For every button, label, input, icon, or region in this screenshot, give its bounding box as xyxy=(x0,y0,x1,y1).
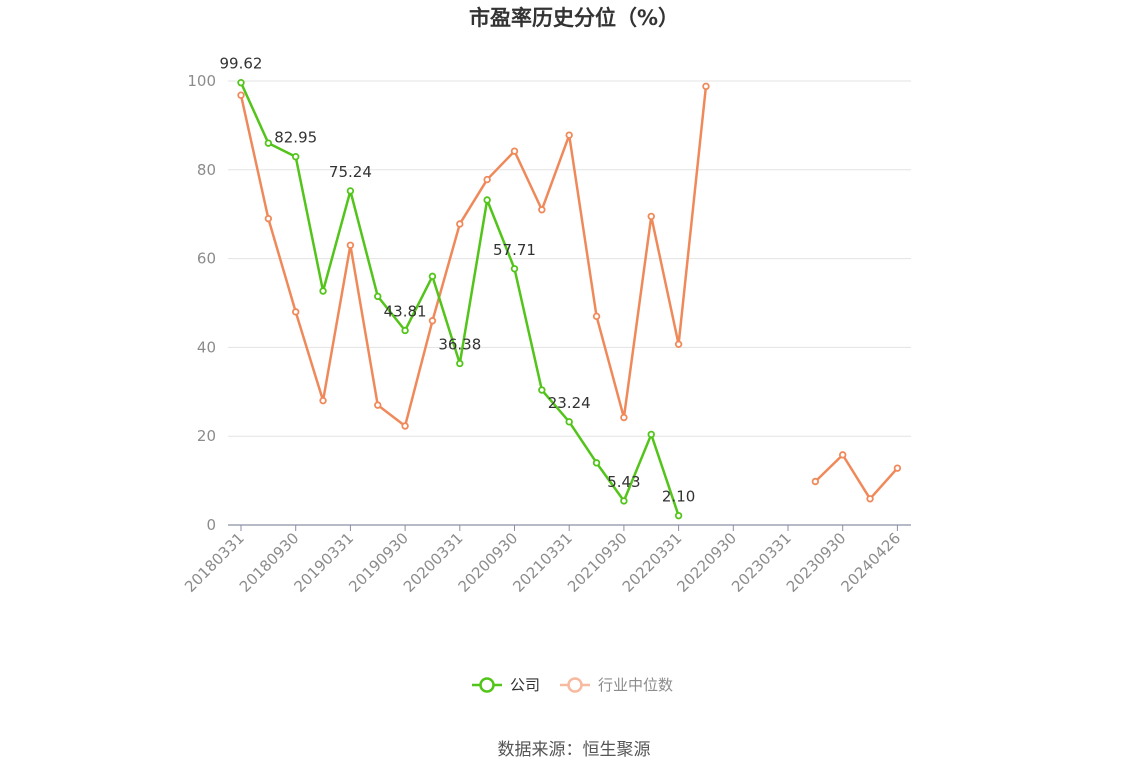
data-point xyxy=(483,175,491,184)
data-point xyxy=(374,401,382,409)
data-point xyxy=(674,340,683,348)
data-point xyxy=(374,292,382,301)
data-point xyxy=(510,265,519,273)
series-1 xyxy=(237,82,902,503)
data-point xyxy=(456,220,464,228)
data-point xyxy=(510,147,519,155)
data-point xyxy=(401,422,409,430)
data-label: 57.71 xyxy=(493,241,536,259)
data-point xyxy=(565,131,573,139)
legend-marker xyxy=(567,677,583,693)
data-label: 36.38 xyxy=(438,335,481,353)
data-point xyxy=(866,495,874,503)
data-point xyxy=(811,477,820,486)
data-point xyxy=(292,153,300,161)
data-point xyxy=(592,459,601,467)
data-point xyxy=(428,272,437,281)
y-tick-label: 40 xyxy=(197,338,216,356)
x-tick-label: 20240426 xyxy=(838,529,905,596)
legend-item-0[interactable]: 公司 xyxy=(472,676,540,694)
data-point xyxy=(346,241,355,249)
data-point xyxy=(292,308,300,316)
data-point xyxy=(456,359,464,368)
data-label: 99.62 xyxy=(220,55,263,73)
series-line xyxy=(239,86,708,428)
data-label: 43.81 xyxy=(384,302,427,320)
axes: 0204060801002018033120180930201903312019… xyxy=(181,72,911,596)
y-tick-label: 20 xyxy=(197,427,216,445)
series-line xyxy=(239,82,680,517)
series-line xyxy=(814,453,899,501)
legend-label: 公司 xyxy=(510,676,540,694)
data-label: 5.43 xyxy=(607,473,640,491)
data-point xyxy=(674,511,683,520)
data-point xyxy=(565,418,573,426)
series-layer xyxy=(237,78,902,520)
data-point xyxy=(592,312,601,321)
y-tick-label: 80 xyxy=(197,161,216,179)
data-point xyxy=(319,396,327,405)
data-point xyxy=(538,206,546,214)
data-label: 75.24 xyxy=(329,163,372,181)
data-point xyxy=(538,386,546,394)
data-point xyxy=(264,139,273,147)
data-labels: 99.62 82.95 75.24 43.81 36.38 57.71 23.24 5.43 2… xyxy=(220,55,696,506)
data-point xyxy=(483,196,491,204)
data-point xyxy=(428,317,437,325)
y-tick-label: 0 xyxy=(206,516,216,534)
data-point xyxy=(346,187,355,195)
data-point xyxy=(620,413,628,422)
data-point xyxy=(401,326,409,335)
data-source: 数据来源：恒生聚源 xyxy=(498,740,651,760)
data-label: 82.95 xyxy=(274,129,317,147)
chart-title: 市盈率历史分位（%） xyxy=(469,6,679,30)
legend-item-1[interactable]: 行业中位数 xyxy=(560,676,673,694)
grid xyxy=(228,80,911,437)
series-0 xyxy=(237,78,683,520)
data-label: 2.10 xyxy=(662,488,695,506)
legend-label: 行业中位数 xyxy=(598,676,673,694)
data-point xyxy=(647,212,655,221)
data-point xyxy=(839,451,847,459)
y-tick-label: 60 xyxy=(197,250,216,268)
data-point xyxy=(237,78,245,87)
data-point xyxy=(893,464,902,472)
data-point xyxy=(237,91,245,99)
data-point xyxy=(620,497,628,505)
y-tick-label: 100 xyxy=(187,72,216,90)
data-point xyxy=(319,287,327,295)
data-point xyxy=(647,430,655,439)
legend-marker xyxy=(479,677,495,693)
data-label: 23.24 xyxy=(548,394,591,412)
data-point xyxy=(702,82,710,91)
legend[interactable]: 公司 行业中位数 xyxy=(472,676,673,694)
data-point xyxy=(264,214,273,223)
